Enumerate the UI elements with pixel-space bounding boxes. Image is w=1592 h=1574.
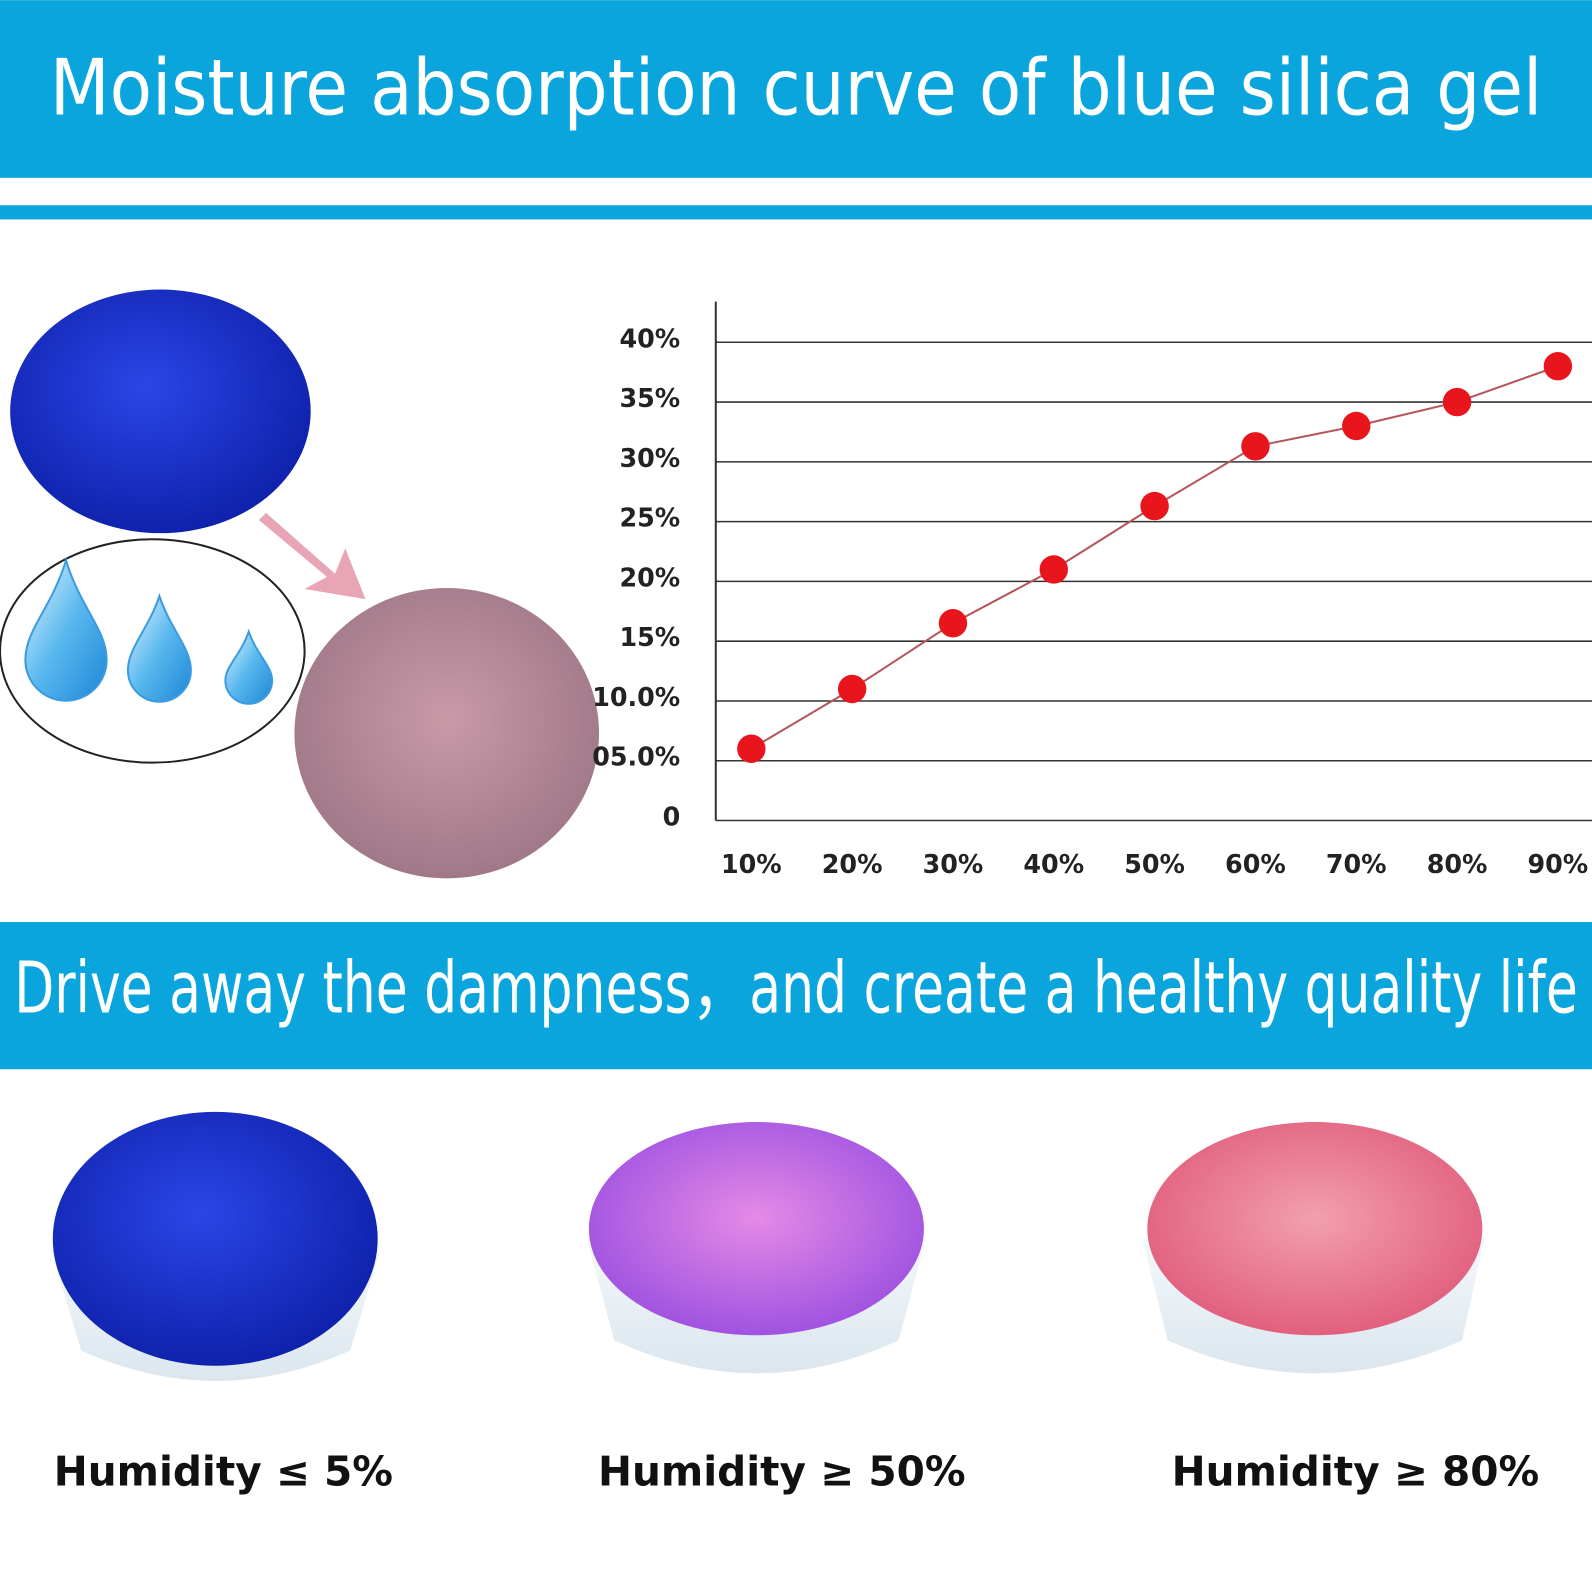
point [1039,555,1069,584]
title: Moisture absorption curve of blue silica… [50,44,1543,134]
dish-violet [586,1122,926,1374]
stripe [0,205,1592,220]
drop [126,592,192,703]
dish-blue [50,1111,381,1381]
drop [24,557,108,702]
y-tick-label: 20% [620,562,681,592]
x-tick-label: 80% [1427,849,1488,879]
pink-gel-image [294,588,600,879]
top-banner [0,0,1592,178]
y-tick-label: 35% [620,383,681,413]
x-tick-label: 10% [721,849,782,879]
drop [224,628,274,705]
x-tick-label: 70% [1326,849,1387,879]
point [1543,351,1573,381]
blue-gel-image [10,289,311,534]
line [750,365,1559,750]
x-tick-label: 50% [1124,849,1185,879]
caption: Humidity ≤ 5% [54,1447,393,1495]
y-tick-label: 10.0% [592,682,680,712]
point [737,734,766,763]
bottom-banner [0,922,1592,1070]
point [1442,387,1472,417]
x-tick-label: 60% [1225,849,1286,879]
y-tick-label: 25% [620,503,681,533]
point [938,609,968,638]
y-tick-label: 0 [663,801,681,831]
y-tick-label: 30% [620,443,681,473]
x-tick-label: 90% [1528,849,1589,879]
x-tick-label: 40% [1023,849,1084,879]
point [1342,411,1371,441]
banner-text: Drive away the dampness，and create a hea… [14,947,1578,1030]
dish-rose [1142,1122,1485,1374]
point [1140,491,1169,521]
caption: Humidity ≥ 50% [598,1447,966,1495]
point [837,674,867,704]
y-tick-label: 05.0% [592,742,680,772]
x-tick-label: 20% [822,849,883,879]
y-tick-label: 15% [620,622,681,652]
x-tick-label: 30% [923,849,984,879]
arrow [258,512,366,600]
chart: 0 05.0% 10.0% 15% 20% 25% 30% 35% 40% 10% 20% 30% 40… [592,301,1592,879]
caption: Humidity ≥ 80% [1172,1447,1540,1495]
y-tick-label: 40% [620,323,681,353]
point [1241,432,1270,461]
